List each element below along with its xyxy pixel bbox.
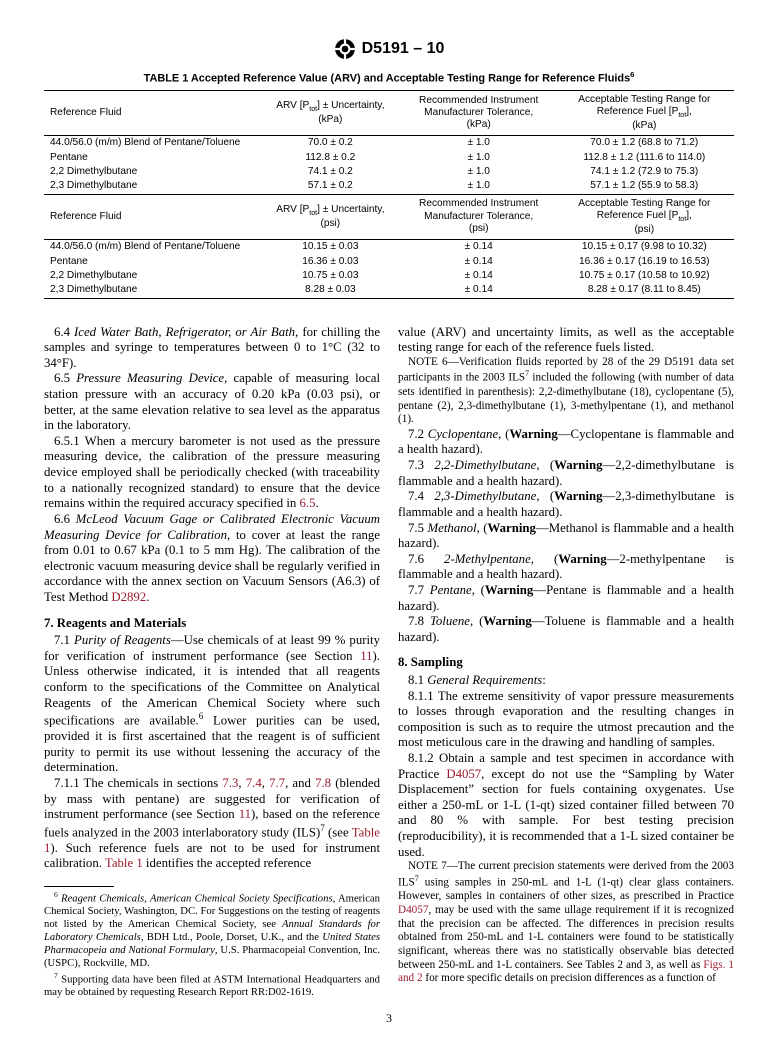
xref-d4057[interactable]: D4057 bbox=[446, 767, 481, 781]
para-8.1: 8.1 General Requirements: bbox=[398, 673, 734, 689]
table-row: Pentane16.36 ± 0.03± 0.1416.36 ± 0.17 (1… bbox=[44, 255, 734, 269]
xref-7.3[interactable]: 7.3 bbox=[222, 776, 238, 790]
note-7: NOTE 7—The current precision statements … bbox=[398, 860, 734, 986]
doc-designation: D5191 – 10 bbox=[362, 39, 445, 59]
para-7.3: 7.3 2,2-Dimethylbutane, (Warning—2,2-dim… bbox=[398, 458, 734, 489]
footnote-6: 6 Reagent Chemicals, American Chemical S… bbox=[44, 890, 380, 971]
astm-logo-icon bbox=[334, 38, 356, 60]
para-7.5: 7.5 Methanol, (Warning—Methanol is flamm… bbox=[398, 521, 734, 552]
para-col2-continuation: value (ARV) and uncertainty limits, as w… bbox=[398, 325, 734, 356]
footnote-7: 7 Supporting data have been filed at AST… bbox=[44, 971, 380, 1000]
para-6.4: 6.4 Iced Water Bath, Refrigerator, or Ai… bbox=[44, 325, 380, 372]
xref-11b[interactable]: 11 bbox=[239, 807, 251, 821]
para-7.4: 7.4 2,3-Dimethylbutane, (Warning—2,3-dim… bbox=[398, 489, 734, 520]
th-range-kpa: Acceptable Testing Range for Reference F… bbox=[555, 90, 734, 135]
heading-section-7: 7. Reagents and Materials bbox=[44, 616, 380, 632]
table-row: 2,3 Dimethylbutane8.28 ± 0.03± 0.148.28 … bbox=[44, 283, 734, 298]
table1-body-psi: 44.0/56.0 (m/m) Blend of Pentane/Toluene… bbox=[44, 240, 734, 298]
th-arv-psi: ARV [Ptot] ± Uncertainty, (psi) bbox=[258, 194, 403, 239]
table-row: 2,2 Dimethylbutane74.1 ± 0.2± 1.074.1 ± … bbox=[44, 165, 734, 179]
xref-d2892[interactable]: D2892 bbox=[111, 590, 146, 604]
th-tol-psi: Recommended Instrument Manufacturer Tole… bbox=[403, 194, 555, 239]
table1: Reference Fluid ARV [Ptot] ± Uncertainty… bbox=[44, 90, 734, 299]
th-ref-fluid: Reference Fluid bbox=[44, 90, 258, 135]
table-row: Pentane112.8 ± 0.2± 1.0112.8 ± 1.2 (111.… bbox=[44, 151, 734, 165]
th-arv-kpa: ARV [Ptot] ± Uncertainty, (kPa) bbox=[258, 90, 403, 135]
th-ref-fluid-psi: Reference Fluid bbox=[44, 194, 258, 239]
xref-7.7[interactable]: 7.7 bbox=[269, 776, 285, 790]
th-range-psi: Acceptable Testing Range for Reference F… bbox=[555, 194, 734, 239]
table-row: 2,3 Dimethylbutane57.1 ± 0.2± 1.057.1 ± … bbox=[44, 179, 734, 194]
note-6: NOTE 6—Verification fluids reported by 2… bbox=[398, 356, 734, 427]
document-header: D5191 – 10 bbox=[44, 38, 734, 60]
table-row: 2,2 Dimethylbutane10.75 ± 0.03± 0.1410.7… bbox=[44, 269, 734, 283]
table1-body-kpa: 44.0/56.0 (m/m) Blend of Pentane/Toluene… bbox=[44, 136, 734, 194]
para-7.7: 7.7 Pentane, (Warning—Pentane is flammab… bbox=[398, 583, 734, 614]
th-tol-kpa: Recommended Instrument Manufacturer Tole… bbox=[403, 90, 555, 135]
xref-6.5[interactable]: 6.5 bbox=[299, 496, 315, 510]
para-7.6: 7.6 2-Methylpentane, (Warning—2-methylpe… bbox=[398, 552, 734, 583]
table1-header-psi: Reference Fluid ARV [Ptot] ± Uncertainty… bbox=[44, 194, 734, 239]
xref-7.4[interactable]: 7.4 bbox=[246, 776, 262, 790]
footnote-rule bbox=[44, 886, 114, 887]
table-row: 44.0/56.0 (m/m) Blend of Pentane/Toluene… bbox=[44, 136, 734, 151]
para-8.1.1: 8.1.1 The extreme sensitivity of vapor p… bbox=[398, 689, 734, 751]
para-6.6: 6.6 McLeod Vacuum Gage or Calibrated Ele… bbox=[44, 512, 380, 606]
table-row: 44.0/56.0 (m/m) Blend of Pentane/Toluene… bbox=[44, 240, 734, 255]
table1-header-kpa: Reference Fluid ARV [Ptot] ± Uncertainty… bbox=[44, 90, 734, 135]
xref-11[interactable]: 11 bbox=[360, 649, 372, 663]
para-7.1.1: 7.1.1 The chemicals in sections 7.3, 7.4… bbox=[44, 776, 380, 872]
para-7.2: 7.2 Cyclopentane, (Warning—Cyclopentane … bbox=[398, 427, 734, 458]
body-columns: 6.4 Iced Water Bath, Refrigerator, or Ai… bbox=[44, 325, 734, 999]
para-8.1.2: 8.1.2 Obtain a sample and test specimen … bbox=[398, 751, 734, 860]
heading-section-8: 8. Sampling bbox=[398, 655, 734, 671]
para-7.1: 7.1 Purity of Reagents—Use chemicals of … bbox=[44, 633, 380, 776]
xref-d4057b[interactable]: D4057 bbox=[398, 904, 428, 916]
page-number: 3 bbox=[44, 1011, 734, 1026]
para-6.5: 6.5 Pressure Measuring Device, capable o… bbox=[44, 371, 380, 433]
xref-7.8[interactable]: 7.8 bbox=[315, 776, 331, 790]
xref-table1b[interactable]: Table 1 bbox=[105, 856, 143, 870]
para-7.8: 7.8 Toluene, (Warning—Toluene is flammab… bbox=[398, 614, 734, 645]
table1-caption: TABLE 1 Accepted Reference Value (ARV) a… bbox=[44, 70, 734, 86]
para-6.5.1: 6.5.1 When a mercury barometer is not us… bbox=[44, 434, 380, 512]
